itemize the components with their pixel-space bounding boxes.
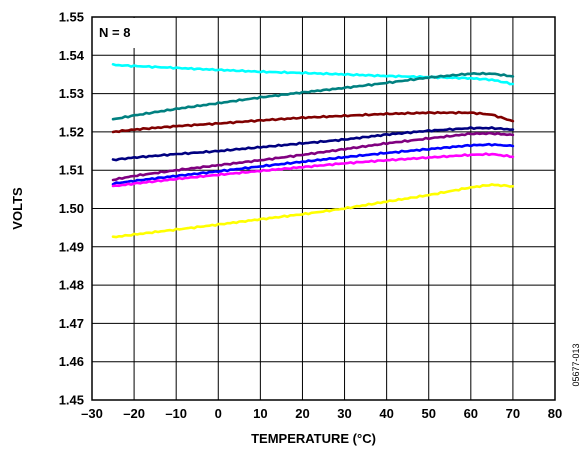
series-line-4 bbox=[111, 126, 515, 162]
x-tick-label: –20 bbox=[123, 406, 145, 421]
y-tick-label: 1.55 bbox=[59, 10, 84, 25]
x-tick-label: 50 bbox=[421, 406, 435, 421]
y-tick-label: 1.48 bbox=[59, 278, 84, 293]
series-group bbox=[111, 63, 515, 239]
series-line-5 bbox=[111, 131, 515, 182]
x-tick-label: –10 bbox=[165, 406, 187, 421]
annotation-n: N = 8 bbox=[99, 25, 130, 40]
y-tick-label: 1.51 bbox=[59, 163, 84, 178]
series-line-3 bbox=[111, 110, 515, 134]
x-tick-label: 80 bbox=[548, 406, 562, 421]
x-tick-label: 60 bbox=[464, 406, 478, 421]
x-tick-label: 70 bbox=[506, 406, 520, 421]
y-tick-label: 1.53 bbox=[59, 86, 84, 101]
x-tick-label: –30 bbox=[81, 406, 103, 421]
y-tick-label: 1.49 bbox=[59, 239, 84, 254]
x-axis-label: TEMPERATURE (°C) bbox=[251, 431, 376, 446]
grid bbox=[92, 17, 555, 400]
y-tick-label: 1.54 bbox=[59, 48, 85, 63]
y-tick-label: 1.47 bbox=[59, 316, 84, 331]
figure-id: 05677-013 bbox=[571, 343, 581, 386]
series-line-7 bbox=[111, 152, 515, 188]
y-tick-labels: 1.45 1.46 1.47 1.48 1.49 1.50 1.51 1.52 1.53 1.54… bbox=[59, 10, 85, 408]
annotation-box bbox=[93, 18, 141, 48]
y-tick-label: 1.46 bbox=[59, 354, 84, 369]
x-tick-label: 20 bbox=[295, 406, 309, 421]
plot-frame bbox=[91, 16, 556, 401]
series-line-6 bbox=[111, 142, 515, 186]
x-tick-label: 30 bbox=[337, 406, 351, 421]
y-axis-label: VOLTS bbox=[10, 187, 25, 230]
x-tick-label: 40 bbox=[379, 406, 393, 421]
y-tick-label: 1.45 bbox=[59, 393, 84, 408]
y-tick-label: 1.52 bbox=[59, 124, 84, 139]
x-tick-label: 0 bbox=[215, 406, 222, 421]
x-tick-labels: –30 –20 –10 0 10 20 30 40 50 60 70 80 bbox=[81, 406, 562, 421]
series-line-1 bbox=[111, 63, 515, 86]
series-line-8 bbox=[111, 183, 515, 239]
y-tick-label: 1.50 bbox=[59, 201, 84, 216]
x-tick-label: 10 bbox=[253, 406, 267, 421]
series-line-2 bbox=[111, 71, 515, 121]
